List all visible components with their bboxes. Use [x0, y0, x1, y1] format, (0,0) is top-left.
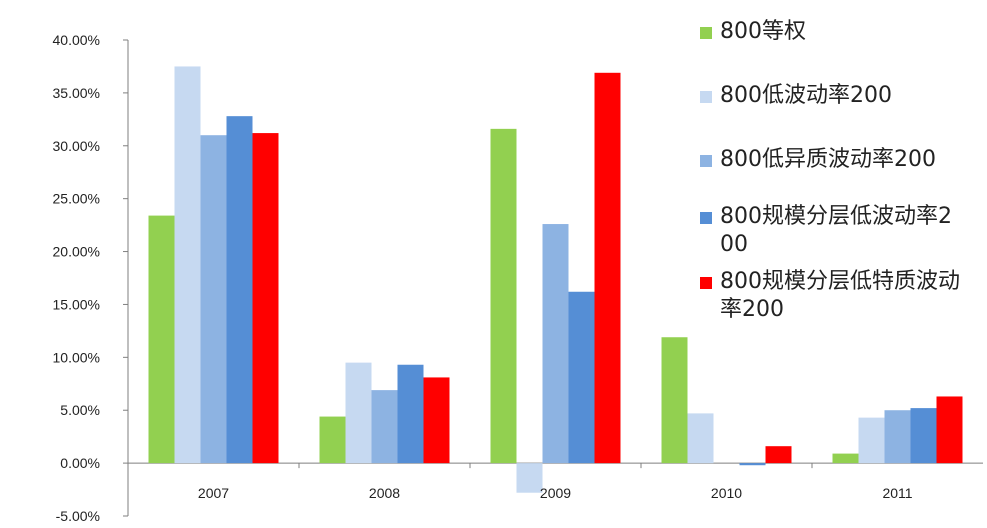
y-tick-label: 35.00% [53, 85, 100, 101]
legend-label: 800低异质波动率200 [720, 147, 936, 172]
bar [371, 390, 398, 464]
bars [148, 66, 963, 493]
bar [516, 463, 543, 493]
bar [423, 377, 450, 464]
legend-swatch [700, 212, 712, 224]
bar [910, 408, 937, 464]
bar [319, 416, 346, 464]
bar [200, 135, 227, 464]
legend-swatch [700, 27, 712, 39]
bar [884, 410, 911, 464]
bar [226, 116, 253, 464]
bar [661, 337, 688, 464]
bar [936, 396, 963, 464]
bar [252, 133, 279, 464]
legend-swatch [700, 91, 712, 103]
y-tick-label: 30.00% [53, 138, 100, 154]
x-tick-label: 2011 [882, 485, 912, 501]
y-tick-label: 0.00% [60, 455, 100, 471]
legend-item: 800规模分层低波动率200 [700, 203, 965, 259]
legend-label: 800低波动率200 [720, 83, 892, 108]
bar [568, 291, 595, 464]
y-tick-label: 15.00% [53, 296, 100, 312]
x-tick-label: 2009 [540, 485, 571, 501]
y-tick-label: 25.00% [53, 191, 100, 207]
y-tick-label: 5.00% [60, 402, 100, 418]
y-tick-label: -5.00% [56, 508, 100, 524]
x-tick-label: 2008 [369, 485, 400, 501]
bar [174, 66, 201, 464]
bar [765, 446, 792, 464]
legend-swatch [700, 277, 712, 289]
legend-label: 800规模分层低特质波动率200 [720, 269, 960, 322]
bar [490, 128, 517, 464]
legend-item: 800低波动率200 [700, 82, 965, 110]
bar [397, 364, 424, 464]
bar [687, 413, 714, 464]
legend-swatch [700, 155, 712, 167]
bar [832, 453, 859, 464]
bar [739, 463, 766, 466]
bar [345, 362, 372, 464]
x-tick-label: 2007 [198, 485, 229, 501]
bar [594, 72, 621, 464]
legend-label: 800等权 [720, 19, 806, 44]
bar [858, 417, 885, 464]
legend-label: 800规模分层低波动率200 [720, 204, 952, 257]
tick-labels: 40.00% 35.00% 30.00% 25.00% 20.00% 15.00% 10.0… [53, 32, 913, 524]
y-tick-label: 10.00% [53, 349, 100, 365]
legend-item: 800等权 [700, 18, 965, 46]
y-tick-label: 40.00% [53, 32, 100, 48]
bar [148, 215, 175, 464]
bar [542, 224, 569, 464]
x-tick-label: 2010 [711, 485, 742, 501]
legend-item: 800低异质波动率200 [700, 146, 965, 174]
legend-item: 800规模分层低特质波动率200 [700, 268, 965, 324]
y-tick-label: 20.00% [53, 244, 100, 260]
